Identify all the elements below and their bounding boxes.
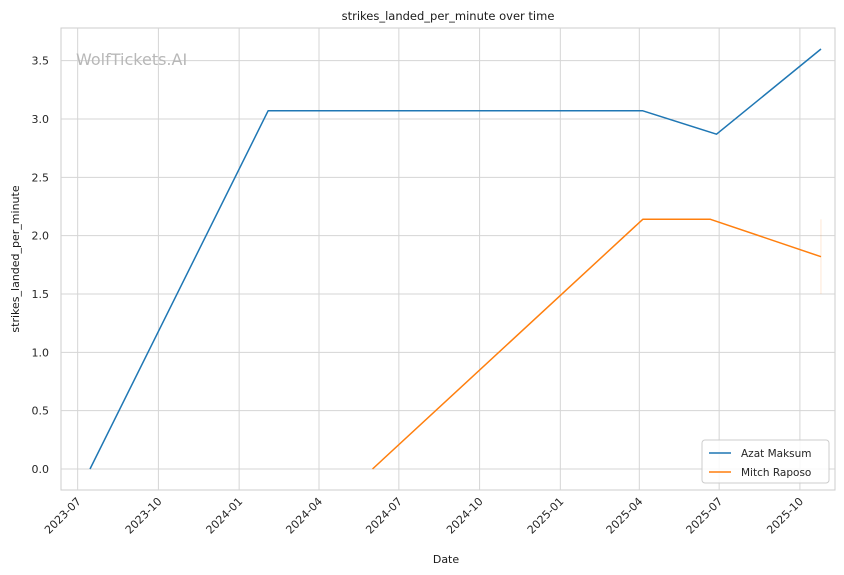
data-point-azat-maksum [267,110,269,112]
y-tick-label: 3.0 [32,113,50,126]
chart-title: strikes_landed_per_minute over time [342,9,555,23]
y-gridlines [61,60,835,470]
data-point-mitch-raposo [709,218,711,220]
x-tick-label: 2024-01 [204,495,246,537]
series-line-azat-maksum [89,48,822,470]
x-tick-label: 2024-07 [363,495,405,537]
x-tick-labels: 2023-07 2023-10 2024-01 2024-04 2024-07 2024-… [42,495,806,537]
series-lines [89,48,822,470]
x-axis-label: Date [433,553,460,566]
legend-label-mitch-raposo: Mitch Raposo [741,467,811,479]
watermark-text: WolfTickets.AI [76,50,187,69]
x-tick-label: 2024-10 [444,495,486,537]
y-tick-label: 1.0 [32,346,50,359]
y-tick-label: 2.0 [32,230,50,243]
data-point-mitch-raposo [820,255,822,257]
series-line-mitch-raposo [371,218,822,470]
data-point-mitch-raposo [642,218,644,220]
x-tick-label: 2025-04 [604,495,646,537]
y-tick-label: 3.5 [32,55,50,68]
data-point-azat-maksum [820,48,822,50]
y-tick-label: 0.5 [32,405,50,418]
y-tick-label: 0.0 [32,463,50,476]
x-tick-label: 2024-04 [283,495,325,537]
data-point-azat-maksum [715,133,717,135]
legend-label-azat-maksum: Azat Maksum [741,448,812,460]
y-tick-label: 1.5 [32,288,50,301]
legend-box [701,439,830,484]
data-point-azat-maksum [642,110,644,112]
y-tick-labels: 0.0 0.5 1.0 1.5 2.0 2.5 3.0 3.5 [32,55,50,476]
x-tick-label: 2025-10 [764,495,806,537]
data-point-azat-maksum [89,468,91,470]
x-gridlines [77,28,801,490]
x-tick-label: 2023-10 [123,495,165,537]
data-point-mitch-raposo [371,468,373,470]
y-axis-label: strikes_landed_per_minute [9,185,22,332]
legend: Azat Maksum Mitch Raposo [701,439,830,484]
plot-area [60,27,836,491]
x-tick-label: 2025-07 [684,495,726,537]
y-tick-label: 2.5 [32,171,50,184]
x-tick-label: 2023-07 [42,495,84,537]
x-tick-label: 2025-01 [525,495,567,537]
